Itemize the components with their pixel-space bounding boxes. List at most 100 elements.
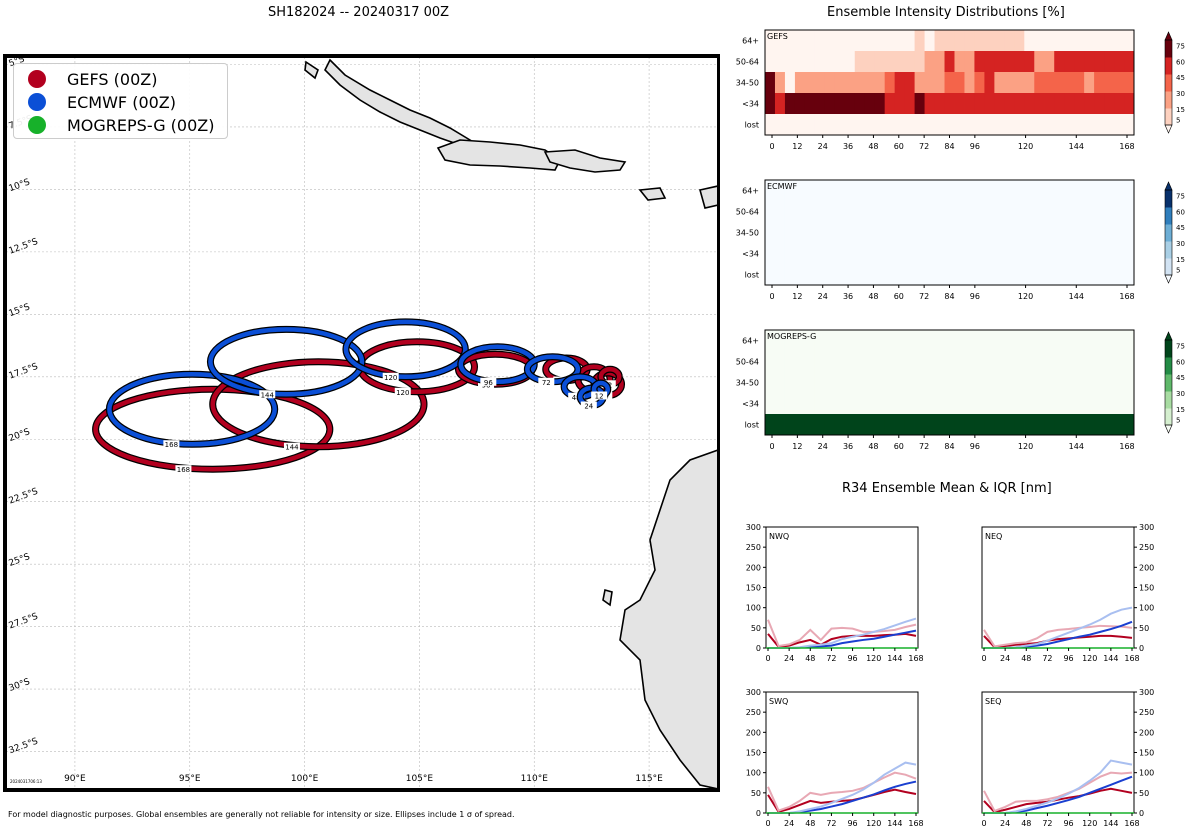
heatmap-cell <box>765 222 776 244</box>
heatmap-cell <box>834 93 846 115</box>
heatmap-cell <box>1114 372 1125 394</box>
heatmap-cell <box>1004 222 1015 244</box>
heatmap-cell <box>1014 264 1025 286</box>
heatmap-cell <box>1034 330 1045 352</box>
heatmap-cell <box>904 180 916 202</box>
y-tick-label: 34-50 <box>736 379 759 388</box>
colorbar-frame <box>1164 339 1173 426</box>
heatmap-cell <box>774 114 786 136</box>
colorbar-tick-label: 5 <box>1176 267 1180 275</box>
heatmap-cell <box>1084 93 1095 115</box>
x-tick-label: 24 <box>818 442 828 451</box>
heatmap-cell <box>1004 72 1015 94</box>
ecmwf-marker-icon <box>28 93 46 111</box>
ellipse-ecmwf-12: 12 <box>590 379 612 401</box>
heatmap-cell <box>1044 93 1055 115</box>
heatmap-cell <box>794 51 806 73</box>
heatmap-cell <box>924 243 936 265</box>
colorbar-tick-label: 75 <box>1176 342 1185 350</box>
heatmap-cell <box>944 243 955 265</box>
heatmap-cell <box>774 93 786 115</box>
x-tick-label: 120 <box>1018 292 1033 301</box>
heatmap-cell <box>994 414 1005 436</box>
heatmap-cell <box>1024 351 1035 373</box>
x-tick-label: 48 <box>1021 654 1031 663</box>
hour-label: 168 <box>165 441 178 449</box>
colorbar-segment <box>1165 207 1172 225</box>
heatmap-cell <box>864 264 876 286</box>
heatmap-cell <box>844 201 856 223</box>
heatmap-cell <box>934 180 946 202</box>
heatmap-cell <box>774 51 786 73</box>
heatmap-cell <box>765 372 776 394</box>
heatmap-cell <box>824 264 836 286</box>
y-tick-label: 34-50 <box>736 229 759 238</box>
heatmap-cell <box>1004 264 1015 286</box>
heatmap-cell <box>1094 264 1105 286</box>
heatmap-cell <box>1044 372 1055 394</box>
y-tick-label: <34 <box>742 100 759 109</box>
heatmap-cell <box>904 351 916 373</box>
x-tick-label: 168 <box>1119 142 1134 151</box>
colorbar-segment <box>1165 108 1172 126</box>
heatmap-cell <box>934 72 946 94</box>
heatmap-cell <box>984 264 995 286</box>
heatmap-cell <box>1034 393 1045 415</box>
heatmap-cell <box>1014 201 1025 223</box>
heatmap-cell <box>844 351 856 373</box>
y-tick-label: 200 <box>1139 563 1154 572</box>
colorbar-tick-label: 30 <box>1176 240 1185 248</box>
heatmap-cell <box>844 243 856 265</box>
heatmap-cell <box>1094 414 1105 436</box>
heatmap-cell <box>944 180 955 202</box>
x-tick-label: 24 <box>1000 819 1010 828</box>
heatmap-cell <box>1094 72 1105 94</box>
colorbar-extend-bottom <box>1164 424 1173 434</box>
y-tick-label: 50-64 <box>736 58 759 67</box>
heatmap-cell <box>765 51 776 73</box>
heatmap-cell <box>1054 72 1065 94</box>
heatmap-cell <box>904 30 916 52</box>
heatmap-cell <box>765 351 776 373</box>
y-tick-label: 50 <box>751 624 761 633</box>
heatmap-cell <box>804 51 816 73</box>
colorbar-tick-label: 60 <box>1176 58 1185 66</box>
heatmap-cell <box>1124 330 1135 352</box>
heatmap-cell <box>1004 201 1015 223</box>
colorbar-frame <box>1164 39 1173 126</box>
heatmap-cell <box>914 243 926 265</box>
panel-name: SEQ <box>985 697 1001 706</box>
heatmap-cell <box>854 222 866 244</box>
heatmap-cell <box>964 414 975 436</box>
heatmap-cell <box>994 201 1005 223</box>
colorbar-tick-label: 5 <box>1176 117 1180 125</box>
heatmap-cell <box>794 372 806 394</box>
heatmap-cell <box>1064 351 1075 373</box>
heatmap-cell <box>794 93 806 115</box>
heatmap-cell <box>924 393 936 415</box>
heatmap-cell <box>774 72 786 94</box>
heatmap-cell <box>1064 72 1075 94</box>
heatmap-cell <box>994 51 1005 73</box>
heatmap-cell <box>874 30 886 52</box>
colorbar-tick-label: 45 <box>1176 74 1185 82</box>
heatmap-cell <box>834 393 846 415</box>
legend-label-gefs: GEFS (00Z) <box>67 69 158 89</box>
heatmap-cell <box>854 30 866 52</box>
heatmap-cell <box>904 72 916 94</box>
heatmap-cell <box>954 243 965 265</box>
heatmap-cell <box>1114 201 1125 223</box>
heatmap-cell <box>974 351 985 373</box>
heatmap-cell <box>1074 243 1085 265</box>
heatmap-cell <box>1064 201 1075 223</box>
heatmap-cell <box>864 51 876 73</box>
heatmap-cell <box>1074 264 1085 286</box>
heatmap-cell <box>765 201 776 223</box>
heatmap-cell <box>824 243 836 265</box>
heatmap-cell <box>1004 114 1015 136</box>
colorbar-extend-top <box>1164 181 1173 191</box>
map-title: SH182024 -- 20240317 00Z <box>268 5 450 20</box>
heatmap-cell <box>784 414 796 436</box>
colorbar-segment <box>1165 224 1172 242</box>
heatmap-cell <box>1114 393 1125 415</box>
